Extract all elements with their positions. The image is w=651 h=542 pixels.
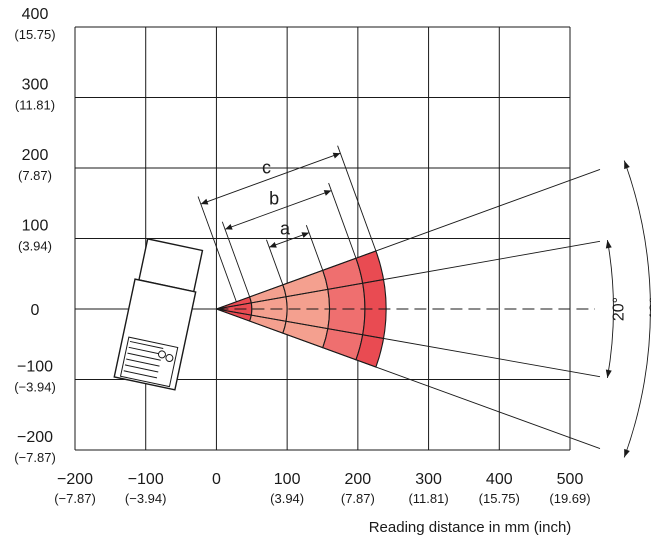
- y-tick-sublabel: (15.75): [14, 27, 55, 42]
- angle-label: 40°: [647, 297, 651, 321]
- y-tick-label: 100: [22, 218, 49, 235]
- dimension-extension-line: [305, 225, 324, 271]
- scanner-led: [157, 350, 166, 359]
- x-tick-label: 400: [486, 471, 513, 488]
- scanner-body: [113, 238, 204, 391]
- y-tick-sublabel: (−3.94): [14, 380, 56, 395]
- dimension-extension-line: [328, 182, 357, 259]
- dimension-arrow: [225, 224, 233, 230]
- scanner-grip: [119, 336, 179, 388]
- y-tick-sublabel: (7.87): [18, 168, 52, 183]
- y-tick-sublabel: (3.94): [18, 239, 52, 254]
- grid: [74, 26, 571, 451]
- scanner-rib: [129, 340, 164, 349]
- fov-ray: [216, 308, 601, 378]
- dimension-arrow: [200, 198, 209, 205]
- x-tick-label: 200: [345, 471, 372, 488]
- x-tick-sublabel: (3.94): [270, 491, 304, 506]
- x-tick-label: −200: [57, 471, 93, 488]
- x-tick-label: 300: [415, 471, 442, 488]
- dimension-line: [200, 152, 341, 205]
- x-tick-sublabel: (15.75): [479, 491, 520, 506]
- x-tick-label: 100: [274, 471, 301, 488]
- y-tick-label: 200: [22, 147, 49, 164]
- dimension-extension-line: [197, 196, 237, 302]
- distance-dimensions: abc: [197, 145, 377, 302]
- field-of-view-rays: [216, 168, 601, 450]
- x-tick-label: −100: [128, 471, 164, 488]
- x-tick-sublabel: (11.81): [408, 491, 448, 506]
- x-axis-title: Reading distance in mm (inch): [369, 519, 572, 536]
- x-tick-label: 0: [212, 471, 221, 488]
- dimension-line: [269, 232, 310, 248]
- x-tick-sublabel: (−3.94): [125, 491, 167, 506]
- dimension-label: b: [269, 189, 279, 209]
- angle-arrow: [605, 369, 612, 378]
- scanner-led: [165, 353, 174, 362]
- dimension-extension-line: [221, 221, 251, 298]
- angle-arc: [606, 239, 614, 379]
- x-tick-sublabel: (7.87): [341, 491, 375, 506]
- angle-annotations: 20° 40°: [605, 160, 651, 458]
- y-tick-sublabel: (−7.87): [14, 450, 56, 465]
- scanner-rib: [126, 358, 160, 367]
- dimension-arrow: [301, 232, 310, 238]
- scanner-rib: [123, 370, 158, 379]
- angle-label: 20°: [610, 297, 627, 321]
- y-tick-label: 400: [22, 6, 49, 23]
- fov-ray: [216, 168, 601, 310]
- y-tick-label: 0: [31, 302, 40, 319]
- angle-arc: [623, 160, 651, 458]
- y-axis-ticks: 400 (15.75) 300 (11.81) 200 (7.87) 100 (3.94) 0 −…: [14, 6, 56, 465]
- fov-ray: [216, 308, 601, 450]
- angle-arrow: [624, 448, 630, 458]
- dimension-arrow: [269, 242, 277, 248]
- dimension-arrow: [323, 190, 332, 196]
- x-tick-sublabel: (−7.87): [54, 491, 96, 506]
- x-tick-label: 500: [557, 471, 584, 488]
- y-tick-label: −100: [17, 359, 53, 376]
- angle-arrow: [605, 240, 612, 249]
- scanner-device: [113, 238, 204, 391]
- dimension-label: c: [262, 157, 271, 177]
- dimension-extension-line: [266, 239, 284, 285]
- scanner-rib: [127, 352, 161, 361]
- x-axis-ticks: −200 (−7.87) −100 (−3.94) 0 100 (3.94) 200 (7.87…: [54, 471, 590, 506]
- dimension-extension-line: [337, 145, 377, 252]
- fov-ray: [216, 240, 601, 310]
- dimension-arrow: [332, 152, 341, 159]
- angle-arrow: [624, 160, 630, 170]
- scanner-rib: [124, 364, 159, 373]
- dimension-label: a: [280, 219, 291, 239]
- y-tick-label: −200: [17, 429, 53, 446]
- x-tick-sublabel: (19.69): [549, 491, 590, 506]
- y-tick-label: 300: [22, 77, 49, 94]
- scanner-rib: [128, 346, 163, 355]
- dimension-line: [224, 190, 332, 230]
- y-tick-sublabel: (11.81): [15, 98, 55, 113]
